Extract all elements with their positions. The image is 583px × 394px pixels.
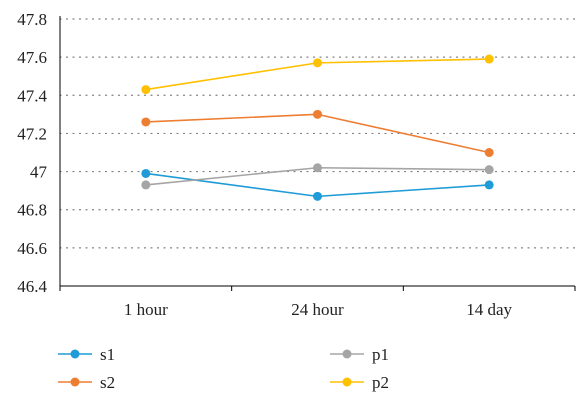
data-point — [141, 85, 151, 95]
legend-marker — [342, 349, 352, 359]
series-p2 — [141, 54, 494, 95]
data-point — [141, 168, 151, 178]
legend-label: p1 — [372, 345, 389, 364]
y-tick-label: 47.8 — [17, 10, 47, 29]
data-point — [484, 165, 494, 175]
y-tick-label: 47.2 — [17, 124, 47, 143]
x-tick-label: 1 hour — [124, 300, 168, 319]
series-s1 — [141, 168, 494, 201]
legend-item-s1: s1 — [58, 345, 115, 364]
legend-item-p2: p2 — [330, 373, 389, 392]
y-tick-label: 46.6 — [17, 239, 47, 258]
x-tick-label: 24 hour — [291, 300, 344, 319]
legend-marker — [70, 349, 80, 359]
legend-item-p1: p1 — [330, 345, 389, 364]
data-point — [313, 58, 322, 68]
legend-label: p2 — [372, 373, 389, 392]
data-point — [484, 180, 494, 190]
legend: s1 s2 p1 p2 — [58, 345, 389, 392]
data-point — [141, 180, 151, 190]
data-point — [313, 191, 322, 201]
data-point — [141, 117, 151, 127]
x-tick-labels: 1 hour 24 hour 14 day — [124, 300, 513, 319]
y-tick-labels: 46.4 46.6 46.8 47 47.2 47.4 47.6 47.8 — [17, 10, 47, 296]
axes — [59, 16, 576, 291]
series-s2 — [141, 109, 494, 157]
y-tick-label: 47 — [30, 163, 48, 182]
legend-label: s2 — [100, 373, 115, 392]
legend-label: s1 — [100, 345, 115, 364]
x-tick-label: 14 day — [466, 300, 512, 319]
series-p1 — [141, 163, 494, 190]
y-tick-label: 46.4 — [17, 277, 47, 296]
data-point — [484, 54, 494, 64]
series-group — [141, 54, 494, 201]
data-point — [313, 109, 322, 119]
legend-item-s2: s2 — [58, 373, 115, 392]
data-point — [484, 148, 494, 157]
data-point — [313, 163, 322, 173]
y-tick-label: 47.6 — [17, 48, 47, 67]
y-tick-label: 46.8 — [17, 201, 47, 220]
gridlines — [59, 18, 576, 249]
legend-marker — [342, 377, 352, 387]
y-tick-label: 47.4 — [17, 86, 47, 105]
legend-marker — [70, 377, 80, 387]
